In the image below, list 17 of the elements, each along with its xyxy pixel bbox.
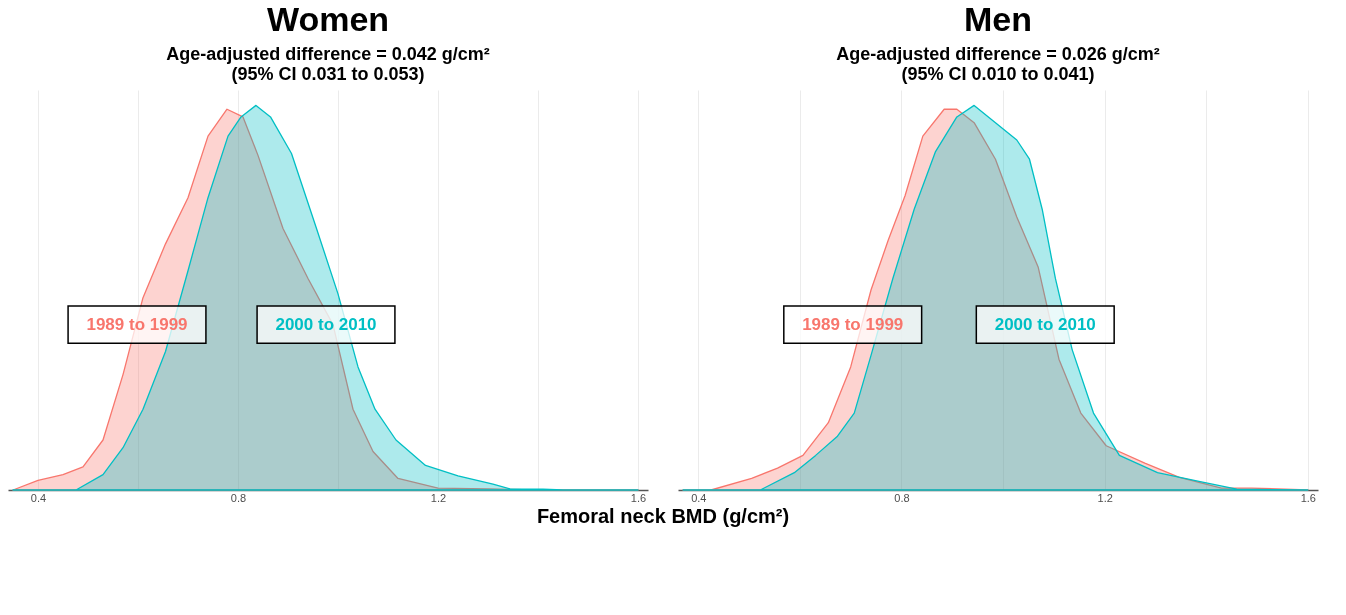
x-tick-label: 1.6 bbox=[1300, 491, 1316, 504]
series-label: 1989 to 1999 bbox=[802, 314, 904, 334]
x-tick-label: 0.8 bbox=[894, 491, 910, 504]
series-label: 2000 to 2010 bbox=[994, 314, 1096, 334]
x-tick-label: 1.2 bbox=[1097, 491, 1113, 504]
chart-title: Men bbox=[964, 0, 1032, 38]
x-tick-label: 0.4 bbox=[30, 491, 47, 504]
chart-subtitle: Age-adjusted difference = 0.026 g/cm² (95% CI 0.010 to 0.041) bbox=[836, 44, 1160, 84]
x-axis-title: Femoral neck BMD (g/cm²) bbox=[536, 505, 790, 527]
series-label: 1989 to 1999 bbox=[86, 314, 188, 334]
x-tick-label: 0.4 bbox=[691, 491, 707, 504]
x-tick-label: 0.8 bbox=[230, 491, 247, 504]
x-tick-label: 1.2 bbox=[430, 491, 447, 504]
chart-subtitle: Age-adjusted difference = 0.042 g/cm² (95% CI 0.031 to 0.053) bbox=[166, 44, 490, 84]
x-tick-label: 1.6 bbox=[630, 491, 647, 504]
chart-title: Women bbox=[266, 0, 390, 38]
series-label: 2000 to 2010 bbox=[275, 314, 377, 334]
